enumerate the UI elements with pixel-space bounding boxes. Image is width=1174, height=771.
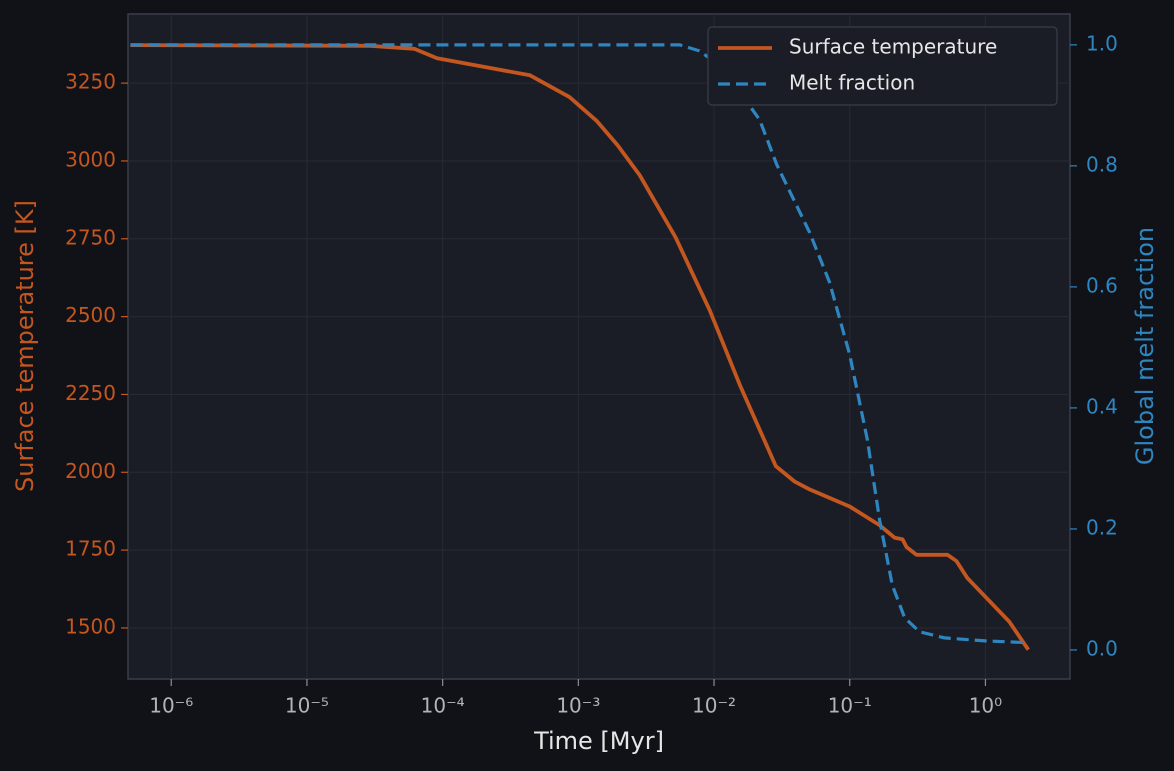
y2-tick-label: 0.6 [1086,273,1118,297]
y-tick-label: 3250 [65,70,116,94]
legend-box [707,26,1058,106]
x-tick-label: 10⁻⁵ [285,694,329,718]
grid [128,14,1070,679]
legend-label: Melt fraction [789,71,915,95]
series-line [130,43,1030,651]
legend: Surface temperature Melt fraction [707,26,1058,106]
x-tick-label: 10⁻⁶ [149,694,193,718]
y2-axis-label: Global melt fraction [1131,227,1159,465]
x-tick-label: 10⁰ [969,694,1002,718]
y-tick-label: 1500 [65,614,116,638]
y-axis-label: Surface temperature [K] [11,200,39,492]
y2-tick-label: 0.8 [1086,152,1118,176]
plot-area [127,13,1071,680]
legend-label: Surface temperature [789,35,997,59]
y2-tick-label: 1.0 [1086,31,1118,55]
y2-tick-label: 0.0 [1086,636,1118,660]
y-tick-label: 2750 [65,225,116,249]
y-tick-label: 3000 [65,147,116,171]
y-tick-label: 2250 [65,381,116,405]
x-tick-label: 10⁻² [692,694,736,718]
y2-tick-label: 0.2 [1086,515,1118,539]
x-axis-label: Time [Myr] [533,727,664,755]
y-tick-label: 2000 [65,459,116,483]
y2-tick-label: 0.4 [1086,394,1118,418]
y-tick-label: 1750 [65,537,116,561]
x-tick-label: 10⁻⁴ [421,694,465,718]
x-tick-label: 10⁻³ [556,694,600,718]
x-tick-label: 10⁻¹ [828,694,872,718]
y-tick-label: 2500 [65,303,116,327]
